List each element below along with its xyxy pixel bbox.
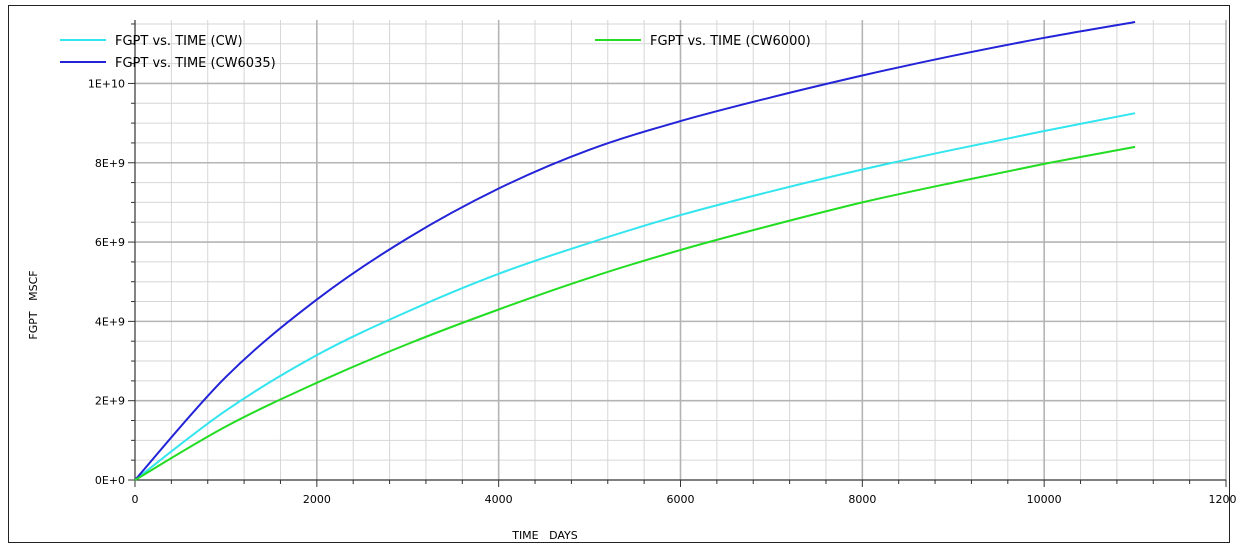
y-tick-label: 0E+0 bbox=[95, 474, 125, 487]
legend-label: FGPT vs. TIME (CW6000) bbox=[650, 34, 811, 49]
y-tick-label: 6E+9 bbox=[95, 236, 125, 249]
legend-label: FGPT vs. TIME (CW) bbox=[115, 34, 243, 49]
y-tick-label: 2E+9 bbox=[95, 395, 125, 408]
x-tick-label: 4000 bbox=[485, 493, 513, 506]
tick-marks bbox=[128, 23, 1227, 487]
legend: FGPT vs. TIME (CW) FGPT vs. TIME (CW6035)… bbox=[60, 34, 811, 71]
x-tick-label: 8000 bbox=[848, 493, 876, 506]
chart-frame bbox=[8, 5, 1230, 543]
x-tick-label: 2000 bbox=[303, 493, 331, 506]
series-line bbox=[134, 21, 1136, 481]
y-tick-labels: 0E+0 2E+9 4E+9 6E+9 8E+9 1E+10 bbox=[88, 77, 125, 487]
series-line bbox=[134, 145, 1136, 481]
y-tick-label: 4E+9 bbox=[95, 315, 125, 328]
y-tick-label: 8E+9 bbox=[95, 157, 125, 170]
y-tick-label: 1E+10 bbox=[88, 77, 125, 90]
x-tick-label: 10000 bbox=[1027, 493, 1062, 506]
x-tick-label: 6000 bbox=[667, 493, 695, 506]
x-tick-label: 0 bbox=[132, 493, 139, 506]
y-axis-label: FGPT MSCF bbox=[27, 270, 40, 339]
series-line bbox=[134, 112, 1136, 481]
legend-label: FGPT vs. TIME (CW6035) bbox=[115, 56, 276, 71]
x-axis-label: TIME DAYS bbox=[511, 529, 578, 542]
series-lines bbox=[134, 21, 1136, 481]
